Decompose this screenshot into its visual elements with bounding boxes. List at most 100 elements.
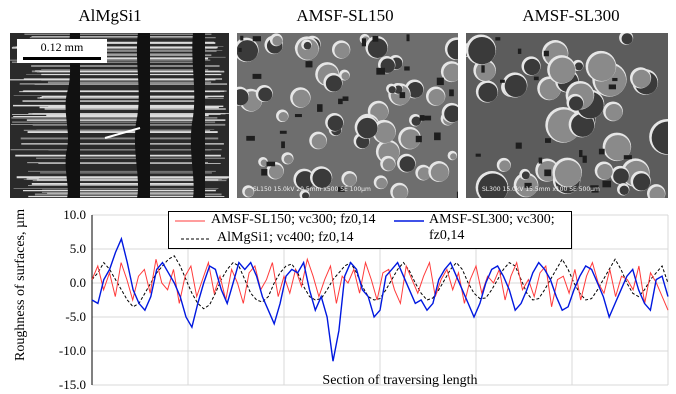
sem-caption-sl300: SL300 15.0kV 15.5mm x100 SE 500µm xyxy=(482,186,600,193)
series-line-1 xyxy=(91,236,669,362)
pore xyxy=(428,89,445,106)
pore xyxy=(388,86,396,94)
pore xyxy=(444,105,458,123)
inclusion xyxy=(415,135,422,143)
inclusion xyxy=(598,148,605,155)
pore xyxy=(237,89,249,106)
pore xyxy=(343,173,357,187)
pore xyxy=(292,89,311,108)
inclusion xyxy=(515,142,522,149)
pore xyxy=(651,121,668,155)
pore xyxy=(478,82,498,103)
panel-title-almgsi1: AlMgSi1 xyxy=(78,6,142,25)
pore xyxy=(549,57,576,84)
pore xyxy=(619,185,629,195)
inclusion xyxy=(495,37,501,41)
chart-legend: AMSF-SL150; vc300; fz0,14 AMSF-SL300; vc… xyxy=(168,211,572,249)
inclusion xyxy=(376,67,386,75)
inclusion xyxy=(372,35,379,42)
pore xyxy=(258,87,273,102)
pore xyxy=(325,75,343,92)
x-axis-label: Section of traversing length xyxy=(322,373,477,388)
inclusion xyxy=(481,65,485,73)
legend-label-sl300: AMSF-SL300; vc300; fz0,14 xyxy=(429,212,555,243)
pore xyxy=(283,154,293,164)
pore xyxy=(621,33,633,45)
pore xyxy=(260,159,268,167)
inclusion xyxy=(294,114,302,118)
pore xyxy=(499,160,511,172)
pore xyxy=(633,173,651,191)
pore xyxy=(649,186,665,198)
pore xyxy=(272,35,283,46)
pore xyxy=(504,74,527,98)
inclusion xyxy=(524,182,532,188)
pore xyxy=(237,40,259,62)
inclusion xyxy=(279,130,287,134)
inclusion xyxy=(305,61,313,68)
pore xyxy=(574,62,584,71)
scale-bar-box: 0.12 mm xyxy=(17,39,107,63)
inclusion xyxy=(434,132,441,141)
inclusion xyxy=(424,115,432,121)
pore xyxy=(605,135,631,161)
inclusion xyxy=(533,76,539,81)
pore xyxy=(400,129,421,149)
inclusion xyxy=(602,180,612,188)
pore xyxy=(302,192,310,198)
pore xyxy=(571,113,595,137)
pore xyxy=(417,167,431,180)
pore xyxy=(632,69,651,88)
panel-title-amsf-sl300: AMSF-SL300 xyxy=(522,6,620,25)
pore xyxy=(244,187,254,197)
y-tick-label: 10.0 xyxy=(63,207,86,222)
inclusion xyxy=(623,155,632,160)
inclusion xyxy=(337,186,345,192)
pore xyxy=(376,177,388,189)
pore xyxy=(554,160,582,187)
inclusion xyxy=(404,66,410,71)
inclusion xyxy=(456,191,458,198)
micrograph-amsf-sl300: SL300 15.0kV 15.5mm x100 SE 500µm xyxy=(466,33,668,198)
pore xyxy=(521,171,530,180)
inclusion xyxy=(240,35,244,41)
inclusion xyxy=(252,36,261,42)
legend-label-sl150: AMSF-SL150; vc300; fz0,14 xyxy=(211,212,376,227)
pore xyxy=(588,53,616,82)
pore xyxy=(407,81,424,98)
pore xyxy=(341,72,350,80)
inclusion xyxy=(399,92,406,99)
pore xyxy=(478,173,508,198)
pore xyxy=(568,96,584,111)
y-axis-label: Roughness of surfaces, µm xyxy=(13,209,28,361)
pore xyxy=(475,61,496,81)
roughness-chart: 10.0 5.0 0.0 -5.0 -10.0 -15.0 Roughness of su… xyxy=(13,207,669,392)
pore xyxy=(399,156,416,172)
amsf-sl150-surface-texture xyxy=(237,33,458,198)
pore xyxy=(468,37,496,65)
inclusion xyxy=(543,50,549,57)
inclusion xyxy=(238,47,242,52)
inclusion xyxy=(406,34,410,42)
sem-caption-sl150: SL150 15.0kV 20.5mm x500 SE 100µm xyxy=(253,186,371,193)
inclusion xyxy=(281,141,285,149)
inclusion xyxy=(590,185,599,193)
y-tick-label: -5.0 xyxy=(65,309,86,324)
y-tick-labels: 10.0 5.0 0.0 -5.0 -10.0 -15.0 xyxy=(59,207,86,392)
inclusion xyxy=(317,104,323,112)
y-tick-label: 5.0 xyxy=(70,241,86,256)
inclusion xyxy=(579,150,583,158)
pore xyxy=(605,103,623,121)
pore xyxy=(450,153,457,160)
inclusion xyxy=(538,157,543,164)
inclusion xyxy=(361,38,366,47)
pore xyxy=(392,185,408,198)
pore xyxy=(597,163,613,180)
inclusion xyxy=(436,77,444,86)
y-tick-label: 0.0 xyxy=(70,275,86,290)
pore xyxy=(382,158,396,171)
pore xyxy=(295,171,315,190)
inclusion xyxy=(261,168,268,176)
pore xyxy=(327,115,344,132)
scale-bar xyxy=(23,57,101,60)
